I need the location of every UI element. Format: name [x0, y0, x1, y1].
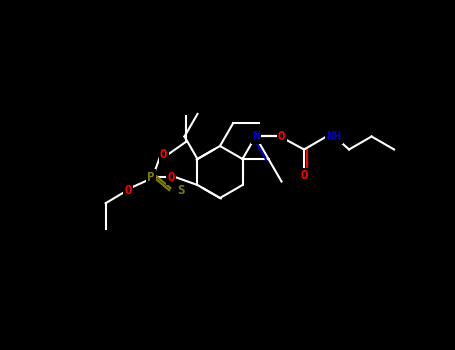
Text: O: O	[278, 130, 285, 143]
Text: N: N	[252, 130, 259, 143]
Text: O: O	[300, 169, 308, 182]
Text: NH: NH	[327, 130, 342, 143]
Text: O: O	[124, 184, 132, 197]
Text: P: P	[147, 171, 154, 184]
Text: O: O	[168, 171, 175, 184]
Text: O: O	[160, 148, 167, 161]
Text: S: S	[177, 184, 185, 197]
